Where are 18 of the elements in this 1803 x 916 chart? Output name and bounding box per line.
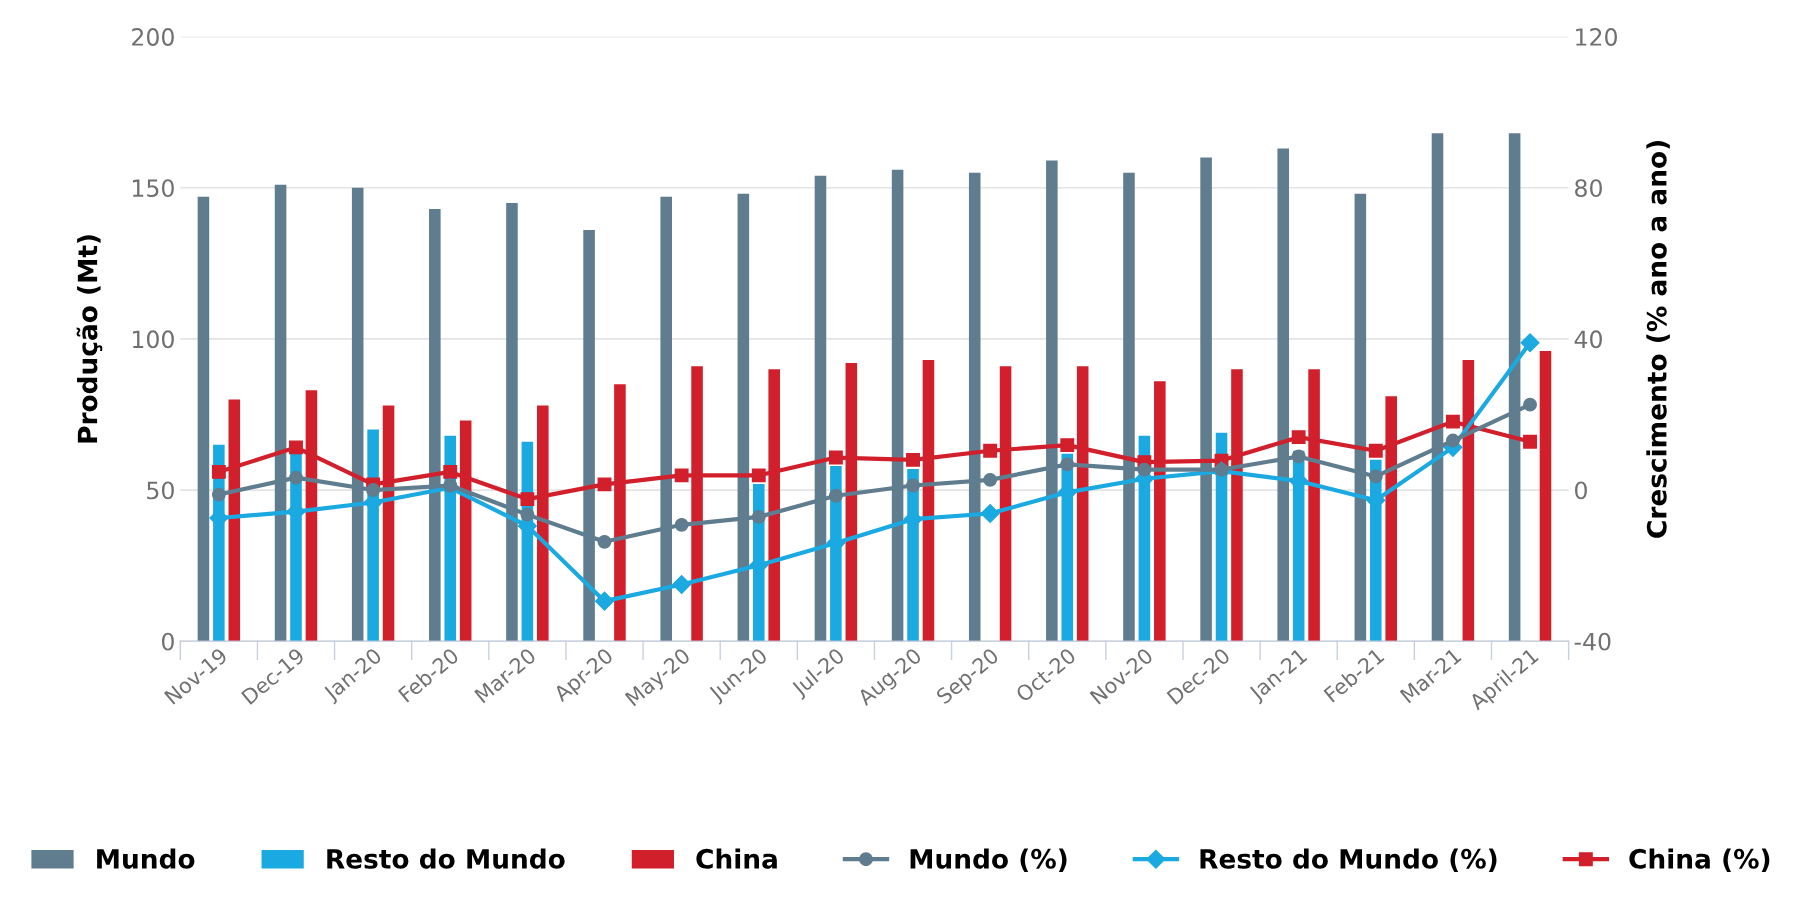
y-axis-title: Produção (Mt)	[76, 235, 103, 443]
legend-label: Resto do Mundo (%)	[1200, 848, 1497, 872]
legend-label: Mundo	[97, 848, 195, 869]
y2-tick-label: 0	[1575, 481, 1587, 500]
legend-label: Resto do Mundo	[327, 848, 565, 869]
legend-label: Mundo (%)	[910, 848, 1067, 872]
y2-tick-label: -40	[1574, 632, 1611, 651]
y2-tick-label: 80	[1575, 179, 1602, 198]
y-tick-label: 150	[132, 179, 174, 198]
y-tick-label: 0	[161, 632, 174, 651]
y2-tick-label: 40	[1574, 330, 1602, 349]
legend-label: China	[696, 848, 777, 869]
y-tick-label: 50	[147, 481, 174, 500]
y-tick-label: 100	[132, 330, 174, 349]
y-tick-label: 200	[132, 28, 174, 46]
y2-axis-title: Crescimento (% ano a ano)	[1646, 141, 1670, 538]
legend-label: China (%)	[1629, 848, 1770, 872]
y2-tick-label: 120	[1576, 28, 1617, 46]
